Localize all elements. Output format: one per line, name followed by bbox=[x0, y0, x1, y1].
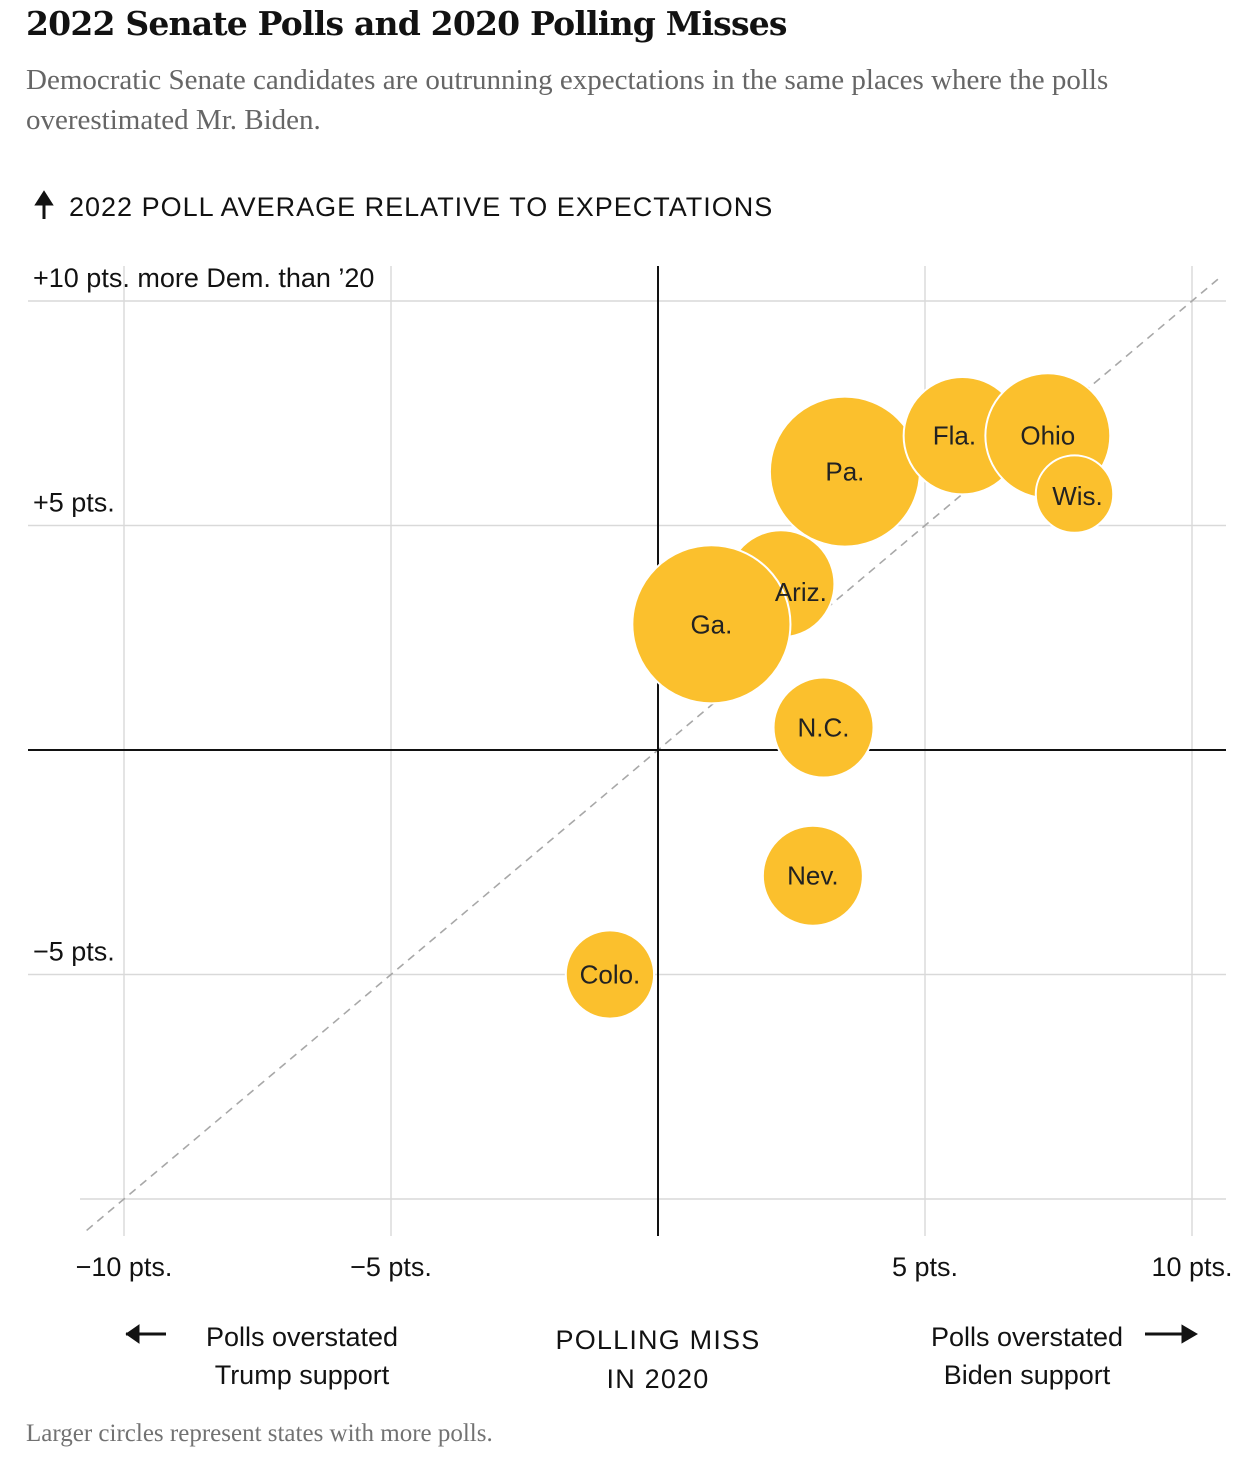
bubble-label-ga: Ga. bbox=[690, 609, 732, 639]
bubble-label-ariz: Ariz. bbox=[775, 577, 827, 607]
chart-title: 2022 Senate Polls and 2020 Polling Misse… bbox=[26, 4, 788, 43]
bubble-nc bbox=[772, 676, 875, 779]
bubble-label-fla: Fla. bbox=[933, 421, 976, 451]
x-axis-title-line-1: POLLING MISS bbox=[556, 1325, 761, 1355]
bubble-label-ohio: Ohio bbox=[1020, 421, 1075, 451]
bubble-label-colo: Colo. bbox=[580, 960, 641, 990]
bubble-wis bbox=[1034, 454, 1115, 534]
bubble-colo bbox=[564, 929, 656, 1020]
right-annotation: Polls overstated Biden support bbox=[931, 1322, 1198, 1390]
bubble-ga bbox=[631, 544, 792, 705]
bubble-layer: Colo. Nev. N.C. Ariz. Ga. Pa. Fla. Ohio Wis. bbox=[564, 372, 1115, 1020]
x-tick-label: −5 pts. bbox=[350, 1252, 432, 1282]
bubble-label-nc: N.C. bbox=[798, 713, 850, 743]
y-axis-title-group: 2022 POLL AVERAGE RELATIVE TO EXPECTATIO… bbox=[34, 190, 773, 222]
bubble-label-pa: Pa. bbox=[825, 457, 864, 487]
bubble-label-nev: Nev. bbox=[787, 861, 839, 891]
bubble-nev bbox=[761, 824, 864, 927]
left-annotation-line-2: Trump support bbox=[215, 1360, 390, 1390]
arrow-up-icon bbox=[34, 190, 54, 219]
x-axis-title-line-2: IN 2020 bbox=[607, 1364, 710, 1394]
chart-subtitle: Democratic Senate candidates are outrunn… bbox=[26, 64, 1109, 136]
right-annotation-line-2: Biden support bbox=[944, 1360, 1111, 1390]
left-annotation: Polls overstated Trump support bbox=[125, 1322, 398, 1390]
y-tick-label: −5 pts. bbox=[33, 937, 115, 967]
x-tick-label: 10 pts. bbox=[1151, 1252, 1232, 1282]
y-tick-label: +10 pts. more Dem. than ’20 bbox=[33, 263, 374, 293]
x-tick-label: −10 pts. bbox=[76, 1252, 173, 1282]
arrow-right-icon bbox=[1145, 1324, 1198, 1344]
bubble-label-wis: Wis. bbox=[1052, 481, 1103, 511]
x-tick-label: 5 pts. bbox=[892, 1252, 958, 1282]
y-tick-label: +5 pts. bbox=[33, 488, 115, 518]
arrow-left-icon bbox=[125, 1324, 166, 1344]
y-axis-title: 2022 POLL AVERAGE RELATIVE TO EXPECTATIO… bbox=[69, 192, 773, 222]
right-annotation-line-1: Polls overstated bbox=[931, 1322, 1123, 1352]
left-annotation-line-1: Polls overstated bbox=[206, 1322, 398, 1352]
footnote: Larger circles represent states with mor… bbox=[26, 1420, 493, 1447]
tick-label-layer: −10 pts. −5 pts. 5 pts. 10 pts. +10 pts. mor… bbox=[33, 263, 1233, 1282]
